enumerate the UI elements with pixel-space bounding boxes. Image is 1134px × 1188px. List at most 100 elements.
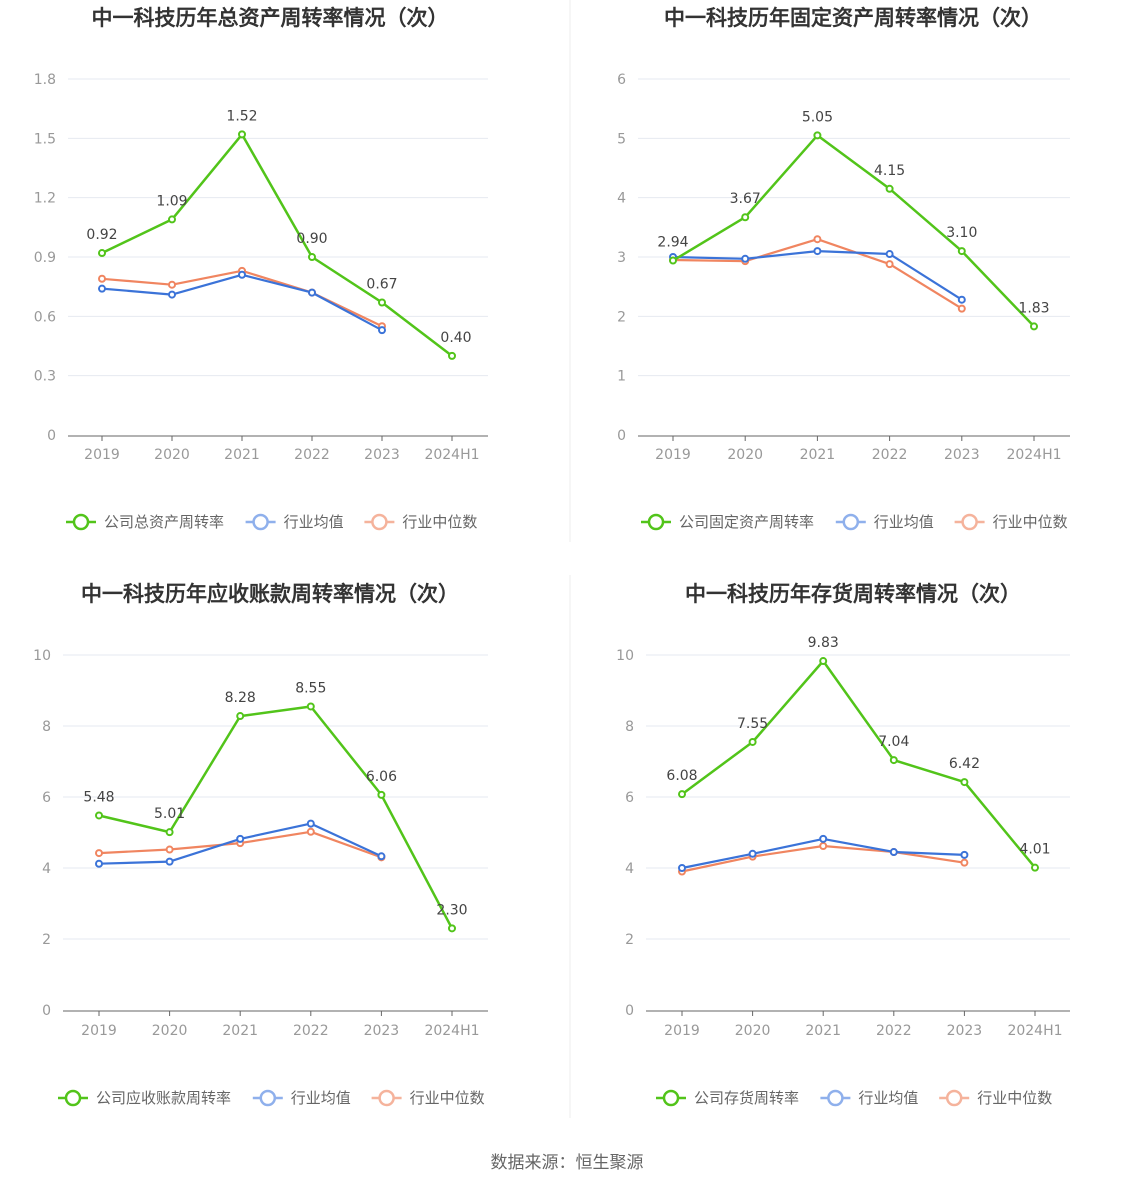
data-point-company — [1030, 322, 1038, 331]
data-label: 7.04 — [878, 734, 909, 750]
x-tick-label: 2020 — [727, 447, 763, 463]
y-tick-label: 0 — [42, 1003, 51, 1019]
data-point-avg — [378, 326, 386, 335]
y-tick-label: 10 — [616, 648, 634, 664]
x-tick-label: 2023 — [364, 447, 400, 463]
data-point-company — [678, 790, 686, 799]
y-tick-label: 5 — [617, 131, 626, 147]
y-tick-label: 6 — [617, 72, 626, 88]
legend-marker-company — [72, 513, 90, 531]
data-point-company — [308, 253, 316, 261]
data-point-median — [957, 304, 966, 313]
data-source: 数据来源：恒生聚源 — [491, 1153, 644, 1173]
data-point-company — [741, 213, 750, 222]
data-point-company — [448, 924, 456, 933]
legend-marker-median — [378, 1089, 395, 1107]
legend-label-company: 公司固定资产周转率 — [679, 513, 814, 531]
receivables-turnover-chart: 中一科技历年应收账款周转率情况（次） 0 2 4 6 8 10 2019 2020 2021 202… — [33, 582, 488, 1107]
y-tick-label: 0 — [617, 428, 626, 444]
data-point-avg — [741, 254, 750, 263]
data-label: 9.83 — [808, 635, 839, 651]
x-tick-label: 2020 — [154, 447, 190, 463]
data-point-company — [378, 298, 386, 307]
y-tick-label: 2 — [617, 309, 626, 325]
data-point-avg — [308, 288, 316, 297]
y-tick-label: 0.3 — [34, 369, 56, 385]
series-line-company — [98, 705, 454, 929]
data-point-median — [98, 274, 106, 283]
data-point-company — [748, 737, 757, 746]
data-point-avg — [168, 290, 176, 299]
data-label: 3.10 — [946, 225, 977, 241]
data-label: 6.08 — [666, 768, 697, 784]
data-point-company — [95, 811, 103, 820]
data-point-avg — [98, 284, 106, 293]
series-line-company — [672, 134, 1035, 328]
data-point-company — [960, 778, 969, 787]
y-tick-label: 0 — [625, 1003, 634, 1019]
y-tick-label: 4 — [42, 861, 51, 877]
chart-title: 中一科技历年总资产周转率情况（次） — [92, 6, 449, 30]
legend-label-company: 公司总资产周转率 — [104, 513, 224, 531]
y-tick-label: 1 — [617, 369, 626, 385]
data-label: 8.55 — [295, 680, 326, 696]
data-point-company — [448, 351, 456, 360]
data-point-median — [165, 845, 174, 854]
y-tick-label: 0.9 — [34, 250, 56, 266]
y-tick-label: 2 — [42, 932, 51, 948]
y-tick-label: 1.5 — [34, 131, 56, 147]
legend-marker-avg — [259, 1089, 277, 1107]
x-tick-label: 2022 — [293, 1023, 329, 1039]
x-tick-label: 2023 — [364, 1023, 400, 1039]
y-tick-label: 10 — [33, 648, 51, 664]
data-point-median — [819, 841, 828, 850]
data-point-median — [306, 827, 315, 836]
data-point-company — [165, 828, 174, 837]
data-label: 6.06 — [366, 769, 397, 785]
data-point-avg — [95, 859, 103, 868]
fixed-asset-turnover-chart: 中一科技历年固定资产周转率情况（次） 0 1 2 3 4 5 6 2019 2020 2021 202… — [617, 6, 1070, 531]
chart-title: 中一科技历年固定资产周转率情况（次） — [664, 6, 1042, 30]
x-tick-label: 2019 — [664, 1023, 700, 1039]
data-point-avg — [748, 849, 757, 858]
data-point-avg — [377, 852, 386, 861]
data-point-median — [813, 235, 822, 244]
legend-label-company: 公司存货周转率 — [694, 1089, 799, 1107]
legend-marker-avg — [252, 513, 269, 531]
legend-label-median: 行业中位数 — [977, 1089, 1052, 1107]
x-tick-label: 2020 — [152, 1023, 188, 1039]
legend-label-median: 行业中位数 — [402, 513, 477, 531]
y-tick-label: 1.8 — [34, 72, 56, 88]
data-point-avg — [165, 857, 174, 866]
data-point-company — [885, 184, 894, 193]
x-tick-label: 2023 — [947, 1023, 983, 1039]
data-label: 2.94 — [657, 235, 688, 251]
data-label: 7.55 — [737, 716, 768, 732]
series-line-median — [101, 269, 383, 328]
inventory-turnover-chart: 中一科技历年存货周转率情况（次） 0 2 4 6 8 10 2019 2020 2021 2022 2… — [616, 582, 1070, 1107]
x-tick-label: 2019 — [84, 447, 120, 463]
x-tick-label: 2019 — [655, 447, 691, 463]
x-tick-label: 2022 — [876, 1023, 912, 1039]
data-point-avg — [957, 295, 966, 304]
legend-label-avg: 行业均值 — [284, 513, 344, 531]
x-tick-label: 2024H1 — [424, 1023, 479, 1039]
y-tick-label: 2 — [625, 932, 634, 948]
data-point-median — [168, 280, 176, 289]
series-line-company — [101, 133, 453, 357]
x-tick-label: 2024H1 — [1006, 447, 1061, 463]
x-tick-label: 2022 — [872, 447, 908, 463]
legend-label-company: 公司应收账款周转率 — [96, 1089, 231, 1107]
total-asset-turnover-chart: 中一科技历年总资产周转率情况（次） 0 0.3 0.6 0.9 1.2 1.5 1.8 2019… — [34, 6, 488, 531]
data-label: 6.42 — [949, 756, 980, 772]
x-tick-label: 2024H1 — [1007, 1023, 1062, 1039]
data-label: 5.01 — [154, 806, 185, 822]
legend-marker-median — [945, 1089, 963, 1107]
y-tick-label: 1.2 — [34, 191, 56, 207]
data-label: 0.40 — [440, 330, 471, 346]
data-label: 1.83 — [1018, 300, 1049, 316]
y-tick-label: 4 — [625, 861, 634, 877]
y-tick-label: 8 — [625, 719, 634, 735]
x-tick-label: 2023 — [944, 447, 980, 463]
x-tick-label: 2021 — [224, 447, 260, 463]
